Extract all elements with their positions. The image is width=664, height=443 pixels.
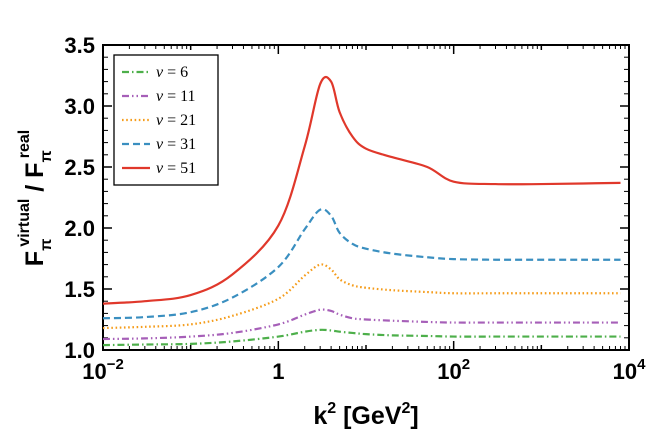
series-line-v31 xyxy=(102,208,621,320)
y-tick-label: 2.0 xyxy=(64,216,95,241)
series-line-v51 xyxy=(102,75,621,305)
legend-label: v = 31 xyxy=(156,136,196,153)
series-lines xyxy=(102,75,621,347)
x-tick-label: 10−2 xyxy=(82,356,124,384)
ticks xyxy=(102,44,630,351)
y-tick-label: 3.0 xyxy=(64,94,95,119)
legend-label: v = 11 xyxy=(156,88,196,105)
y-axis-title: Fπvirtual / Fπreal xyxy=(16,130,55,266)
y-tick-labels: 1.0 1.5 2.0 2.5 3.0 3.5 xyxy=(64,33,95,363)
y-tick-label: 1.0 xyxy=(64,338,95,363)
legend-label: v = 51 xyxy=(156,160,196,177)
x-tick-label: 104 xyxy=(613,356,646,384)
series-line-v21 xyxy=(102,263,621,330)
y-tick-label: 3.5 xyxy=(64,33,95,58)
series-line-v11 xyxy=(102,308,621,341)
x-tick-labels: 10−2 1 102 104 xyxy=(82,356,646,384)
legend-label: v = 21 xyxy=(156,112,196,129)
y-tick-label: 1.5 xyxy=(64,277,95,302)
legend: v = 6 v = 11 v = 21 v = 31 v = 51 xyxy=(113,54,219,186)
x-tick-label: 102 xyxy=(437,356,470,384)
x-axis-title: k2 [GeV2] xyxy=(313,400,418,430)
legend-label: v = 6 xyxy=(156,64,188,81)
series-line-v6 xyxy=(102,328,621,347)
x-tick-label: 1 xyxy=(272,359,284,384)
y-tick-label: 2.5 xyxy=(64,155,95,180)
